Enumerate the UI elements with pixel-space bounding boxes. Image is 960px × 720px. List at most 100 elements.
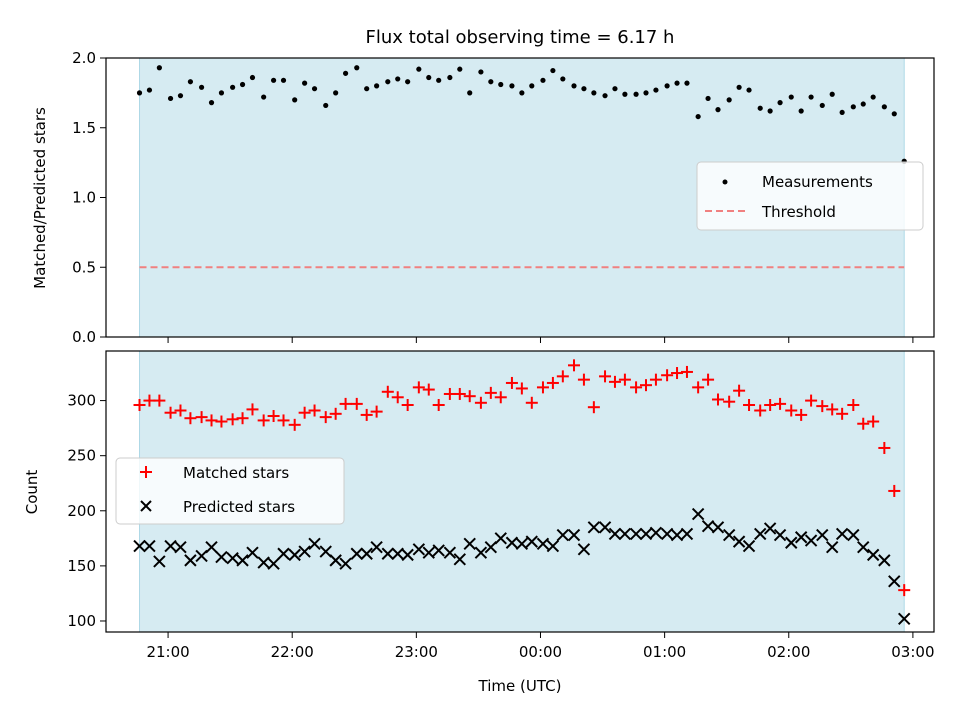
matched-star-point bbox=[795, 408, 808, 421]
bottom-y-tick-label: 200 bbox=[67, 502, 96, 520]
matched-star-point bbox=[360, 408, 373, 421]
predicted-star-point bbox=[515, 537, 529, 551]
matched-star-point bbox=[785, 404, 798, 417]
top-legend: Measurements Threshold bbox=[696, 161, 924, 231]
measurement-point bbox=[395, 76, 401, 82]
predicted-star-point bbox=[660, 527, 674, 541]
predicted-star-point bbox=[825, 540, 839, 554]
predicted-star-point bbox=[670, 528, 684, 542]
measurement-point bbox=[280, 77, 287, 83]
predicted-star-point bbox=[174, 540, 187, 554]
measurement-point bbox=[767, 108, 773, 114]
measurement-point bbox=[292, 97, 298, 103]
top-y-tick-label: 0.0 bbox=[72, 328, 96, 346]
measurement-point bbox=[695, 113, 701, 120]
measurement-point bbox=[354, 65, 360, 71]
predicted-star-point bbox=[847, 528, 860, 542]
measurement-point bbox=[416, 66, 422, 72]
matched-star-point bbox=[453, 387, 466, 400]
measurement-point bbox=[364, 86, 370, 92]
bottom-y-tick-label: 100 bbox=[67, 612, 96, 630]
matched-star-point bbox=[680, 365, 693, 378]
predicted-star-point bbox=[133, 539, 146, 553]
predicted-star-point bbox=[816, 528, 829, 542]
legend-measurements-label: Measurements bbox=[762, 173, 873, 191]
matched-star-point bbox=[174, 404, 187, 417]
predicted-star-point bbox=[857, 540, 870, 554]
predicted-star-point bbox=[587, 521, 601, 534]
matched-star-point bbox=[277, 414, 290, 427]
matched-star-point bbox=[267, 410, 280, 423]
bottom-legend: Matched stars Predicted stars bbox=[115, 457, 345, 525]
matched-star-point bbox=[723, 395, 736, 408]
predicted-star-point bbox=[360, 547, 373, 560]
predicted-star-point bbox=[422, 546, 435, 559]
measurement-point bbox=[891, 111, 897, 117]
x-axis-label: Time (UTC) bbox=[478, 677, 562, 695]
predicted-star-point bbox=[618, 527, 632, 541]
predicted-star-point bbox=[215, 550, 228, 564]
measurement-point bbox=[788, 94, 794, 100]
measurement-point bbox=[643, 90, 649, 96]
matched-star-point bbox=[867, 415, 880, 428]
predicted-star-point bbox=[236, 554, 249, 567]
matched-star-point bbox=[422, 383, 435, 396]
predicted-stars-series bbox=[133, 507, 911, 625]
predicted-star-point bbox=[577, 543, 591, 556]
predicted-star-point bbox=[453, 553, 467, 566]
predicted-star-point bbox=[598, 521, 612, 534]
measurement-point bbox=[591, 90, 597, 96]
x-tick-label: 21:00 bbox=[146, 643, 189, 661]
measurement-point bbox=[819, 102, 825, 109]
predicted-star-point bbox=[401, 548, 414, 562]
measurement-point bbox=[808, 94, 814, 100]
predicted-star-point bbox=[267, 557, 280, 570]
matched-star-point bbox=[164, 406, 177, 419]
predicted-star-point bbox=[742, 539, 756, 553]
measurement-point bbox=[436, 77, 442, 83]
matched-star-point bbox=[329, 407, 342, 420]
top-panel: Flux total observing time = 6.17 h 0.00.… bbox=[31, 27, 935, 346]
measurement-point bbox=[715, 107, 721, 113]
predicted-star-point bbox=[773, 528, 787, 542]
predicted-star-point bbox=[370, 540, 383, 554]
measurement-point bbox=[881, 104, 887, 110]
measurement-point bbox=[757, 105, 763, 111]
predicted-star-point bbox=[546, 539, 560, 553]
measurement-point bbox=[860, 101, 866, 107]
top-y-tick-label: 1.0 bbox=[72, 189, 96, 207]
measurement-point bbox=[798, 108, 804, 114]
matched-star-point bbox=[630, 381, 643, 394]
predicted-star-point bbox=[412, 543, 426, 556]
predicted-star-point bbox=[878, 554, 891, 567]
measurement-point bbox=[136, 90, 143, 96]
predicted-star-point bbox=[184, 554, 197, 567]
predicted-star-point bbox=[153, 555, 166, 568]
measurement-point bbox=[529, 83, 535, 89]
top-y-ticks: 0.0 0.5 1.0 1.5 2.0 bbox=[72, 49, 106, 346]
predicted-star-point bbox=[732, 535, 746, 548]
legend-threshold-label: Threshold bbox=[761, 203, 836, 221]
bottom-panel: 100 150 200 250 300 21:00 22:00 23:00 00:00 01:0… bbox=[23, 350, 935, 695]
matched-star-point bbox=[888, 484, 901, 497]
predicted-star-point bbox=[474, 546, 488, 559]
measurement-point bbox=[342, 70, 349, 76]
legend-matched-marker bbox=[140, 466, 152, 478]
measurement-point bbox=[239, 81, 246, 88]
matched-star-point bbox=[484, 386, 497, 399]
predicted-star-point bbox=[350, 547, 363, 560]
predicted-star-point bbox=[195, 549, 208, 563]
predicted-star-point bbox=[639, 527, 653, 541]
measurement-point bbox=[187, 79, 194, 85]
legend-matched-label: Matched stars bbox=[183, 464, 289, 482]
matched-star-point bbox=[153, 394, 166, 407]
matched-star-point bbox=[857, 417, 870, 430]
matched-star-point bbox=[805, 394, 818, 407]
measurement-point bbox=[664, 83, 670, 89]
measurement-point bbox=[870, 94, 876, 100]
measurement-point bbox=[333, 90, 339, 96]
measurement-point bbox=[839, 109, 845, 116]
measurement-point bbox=[302, 80, 308, 86]
measurement-point bbox=[156, 65, 162, 71]
predicted-star-point bbox=[525, 535, 539, 548]
